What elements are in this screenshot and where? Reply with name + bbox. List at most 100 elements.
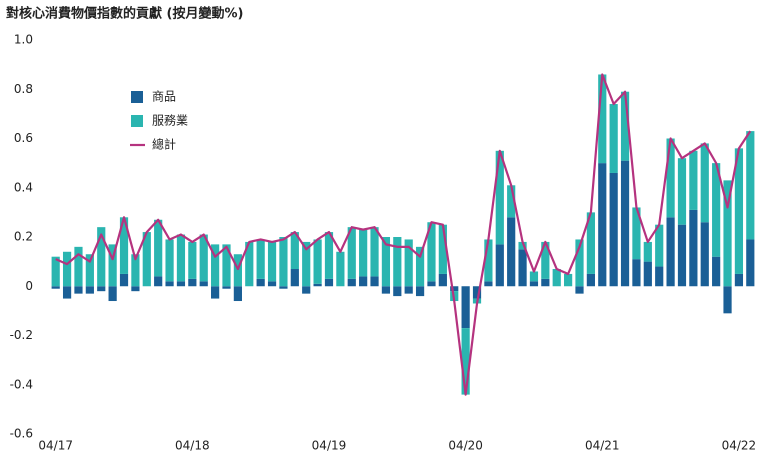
bar-segment <box>655 224 664 267</box>
bar-segment <box>427 281 436 287</box>
y-tick-label: 0.8 <box>14 82 33 96</box>
bar-segment <box>279 286 288 289</box>
bar-segment <box>199 234 208 282</box>
bar-segment <box>290 232 299 270</box>
bar-segment <box>211 286 220 299</box>
bar-segment <box>97 227 106 287</box>
bar-segment <box>347 227 356 279</box>
bar-segment <box>677 158 687 225</box>
bar-segment <box>302 286 311 294</box>
bar-segment <box>632 207 641 260</box>
bar-segment <box>51 286 60 289</box>
legend-label: 商品 <box>152 89 176 104</box>
bar-segment <box>609 104 618 173</box>
bar-segment <box>131 286 140 292</box>
bar-segment <box>381 286 391 294</box>
bar-segment <box>154 276 163 287</box>
bar-segment <box>74 246 83 287</box>
bar-segment <box>746 131 755 240</box>
bar-segment <box>62 286 72 299</box>
bar-segment <box>51 256 60 287</box>
bar-segment <box>632 259 641 287</box>
bar-segment <box>199 281 208 287</box>
bar-segment <box>302 241 311 287</box>
y-tick-label: -0.2 <box>10 328 33 342</box>
bar-segment <box>507 217 516 287</box>
bar-segment <box>233 254 242 287</box>
bar-segment <box>119 217 129 274</box>
bar-segment <box>427 222 436 282</box>
y-tick-label: 1.0 <box>14 33 33 47</box>
bar-segment <box>119 273 129 287</box>
bar-segment <box>415 246 425 287</box>
bar-segment <box>712 163 721 257</box>
bar-segment <box>609 172 618 287</box>
x-tick-label: 04/18 <box>175 439 210 453</box>
bar-segment <box>347 278 356 287</box>
bar-segment <box>404 239 413 287</box>
bar-segment <box>381 237 391 287</box>
bar-segment <box>529 271 539 282</box>
bar-segment <box>734 273 744 287</box>
bar-segment <box>165 281 174 287</box>
bar-segment <box>666 217 675 287</box>
bar-segment <box>495 244 504 287</box>
bar-segment <box>495 150 504 245</box>
bar-segment <box>233 286 242 302</box>
bar-segment <box>85 286 94 294</box>
bar-segment <box>700 143 709 223</box>
bar-segment <box>598 74 607 164</box>
x-tick-label: 04/17 <box>38 439 73 453</box>
bar-segment <box>188 278 197 287</box>
legend-swatch <box>131 115 143 127</box>
bar-segment <box>472 286 482 299</box>
bar-segment <box>655 266 664 287</box>
bar-segment <box>131 254 140 287</box>
y-tick-label: 0 <box>25 279 33 293</box>
bar-segment <box>518 249 527 287</box>
bar-segment <box>211 244 220 287</box>
legend-label: 服務業 <box>152 114 188 128</box>
legend-swatch <box>131 91 143 103</box>
bar-segment <box>461 286 470 329</box>
bar-segment <box>154 219 163 277</box>
bar-segment <box>484 239 493 282</box>
bar-segment <box>734 148 744 274</box>
bar-segment <box>370 276 379 287</box>
bar-segment <box>279 237 288 287</box>
bar-segment <box>746 239 755 287</box>
bar-segment <box>324 232 334 279</box>
x-tick-label: 04/21 <box>585 439 620 453</box>
y-tick-label: 0.2 <box>14 230 33 244</box>
bar-segment <box>677 224 687 287</box>
bar-segment <box>586 273 595 287</box>
chart-title: 對核心消費物價指數的貢獻 (按月變動%) <box>6 6 243 22</box>
bar-segment <box>74 286 83 294</box>
bar-segment <box>256 239 265 279</box>
bar-segment <box>484 281 493 287</box>
bar-segment <box>689 150 698 210</box>
bar-segment <box>313 283 322 287</box>
legend-label: 總計 <box>152 137 176 152</box>
bar-segment <box>564 273 573 287</box>
bar-segment <box>85 254 94 287</box>
bar-segment <box>598 163 607 287</box>
bar-segment <box>404 286 413 294</box>
bar-segment <box>541 241 550 279</box>
bar-segment <box>575 239 584 287</box>
bar-segment <box>267 241 277 282</box>
bar-segment <box>108 244 117 287</box>
bar-segment <box>359 276 368 287</box>
bar-segment <box>529 281 539 287</box>
bar-segment <box>290 269 299 287</box>
bar-segment <box>267 281 277 287</box>
bar-segment <box>541 278 550 287</box>
bar-segment <box>359 229 368 277</box>
bar-segment <box>370 227 379 277</box>
x-tick-label: 04/22 <box>722 439 757 453</box>
y-tick-label: -0.6 <box>10 427 33 441</box>
bar-segment <box>245 241 254 287</box>
bar-segment <box>461 328 470 395</box>
bar-segment <box>62 251 72 287</box>
